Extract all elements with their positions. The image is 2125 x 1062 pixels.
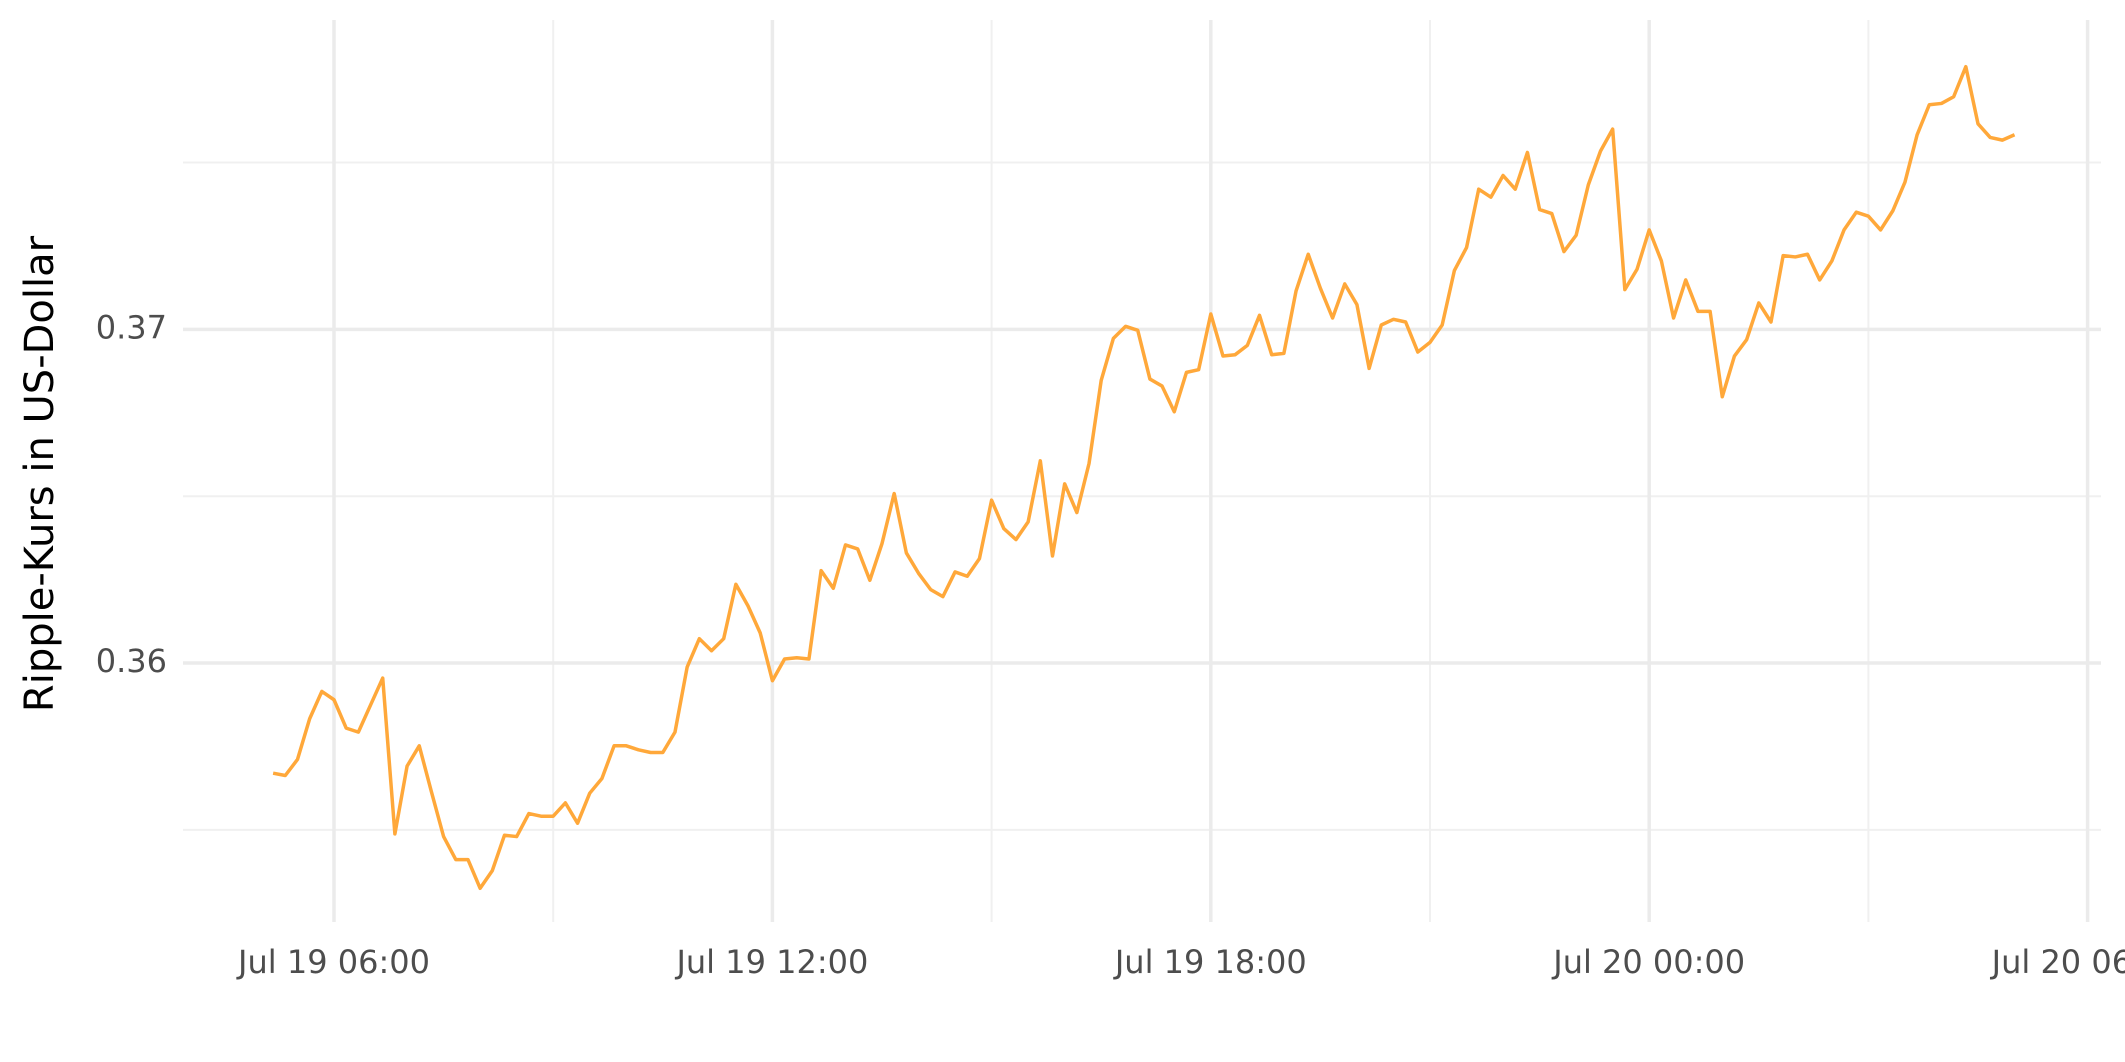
y-tick-label: 0.37 xyxy=(96,308,167,346)
y-axis-title: Ripple-Kurs in US-Dollar xyxy=(17,235,63,712)
y-tick-label: 0.36 xyxy=(96,642,167,680)
x-tick-label: Jul 19 06:00 xyxy=(236,943,430,981)
x-tick-label: Jul 20 06:00 xyxy=(1990,943,2125,981)
x-tick-label: Jul 20 00:00 xyxy=(1551,943,1745,981)
x-tick-label: Jul 19 12:00 xyxy=(674,943,868,981)
price-line xyxy=(272,64,2016,891)
x-tick-label: Jul 19 18:00 xyxy=(1113,943,1307,981)
